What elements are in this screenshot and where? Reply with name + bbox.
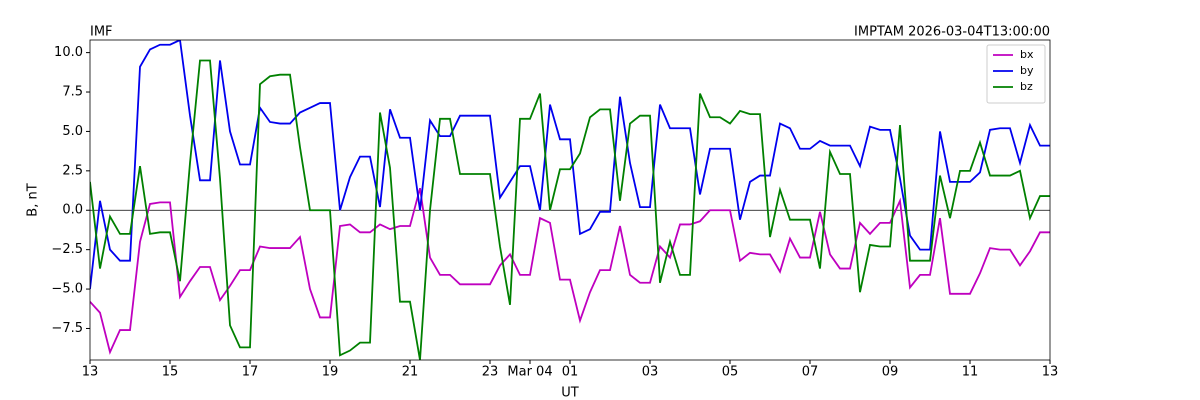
y-tick-label: −5.0 (51, 282, 83, 297)
x-tick-label: 07 (802, 365, 819, 380)
x-tick-label: 03 (642, 365, 659, 380)
title-left: IMF (90, 25, 113, 40)
x-tick-label: 21 (402, 365, 419, 380)
y-tick-label: 2.5 (62, 163, 83, 178)
x-tick-label: 13 (1042, 365, 1059, 380)
series-line (90, 59, 1050, 360)
x-tick-label: 23 (482, 365, 499, 380)
legend-label: bx (1020, 48, 1034, 61)
series-line (90, 187, 1050, 355)
title-right: IMPTAM 2026-03-04T13:00:00 (854, 25, 1050, 40)
legend-label: bz (1020, 80, 1033, 93)
y-tick-label: −7.5 (51, 321, 83, 336)
y-axis-label: B, nT (26, 183, 41, 216)
x-tick-label: 19 (322, 365, 339, 380)
legend-box (986, 44, 1046, 104)
x-tick-label: 13 (82, 365, 99, 380)
y-tick-label: 10.0 (54, 45, 83, 60)
y-tick-label: −2.5 (51, 242, 83, 257)
x-tick-label: 09 (882, 365, 899, 380)
x-tick-label: 11 (962, 365, 979, 380)
y-tick-label: 0.0 (62, 203, 83, 218)
series-line (90, 40, 1050, 290)
x-tick-label: 05 (722, 365, 739, 380)
plot-area (90, 40, 1050, 360)
legend-label: by (1020, 64, 1034, 77)
x-tick-label: Mar 04 (507, 365, 552, 380)
axes-frame (89, 39, 1051, 361)
x-tick-label: 17 (242, 365, 259, 380)
y-tick-label: 7.5 (62, 85, 83, 100)
y-tick-label: 5.0 (62, 124, 83, 139)
x-tick-label: 01 (562, 365, 579, 380)
legend: bx by bz (986, 44, 1046, 104)
x-axis-label: UT (561, 386, 579, 400)
x-tick-label: 15 (162, 365, 179, 380)
